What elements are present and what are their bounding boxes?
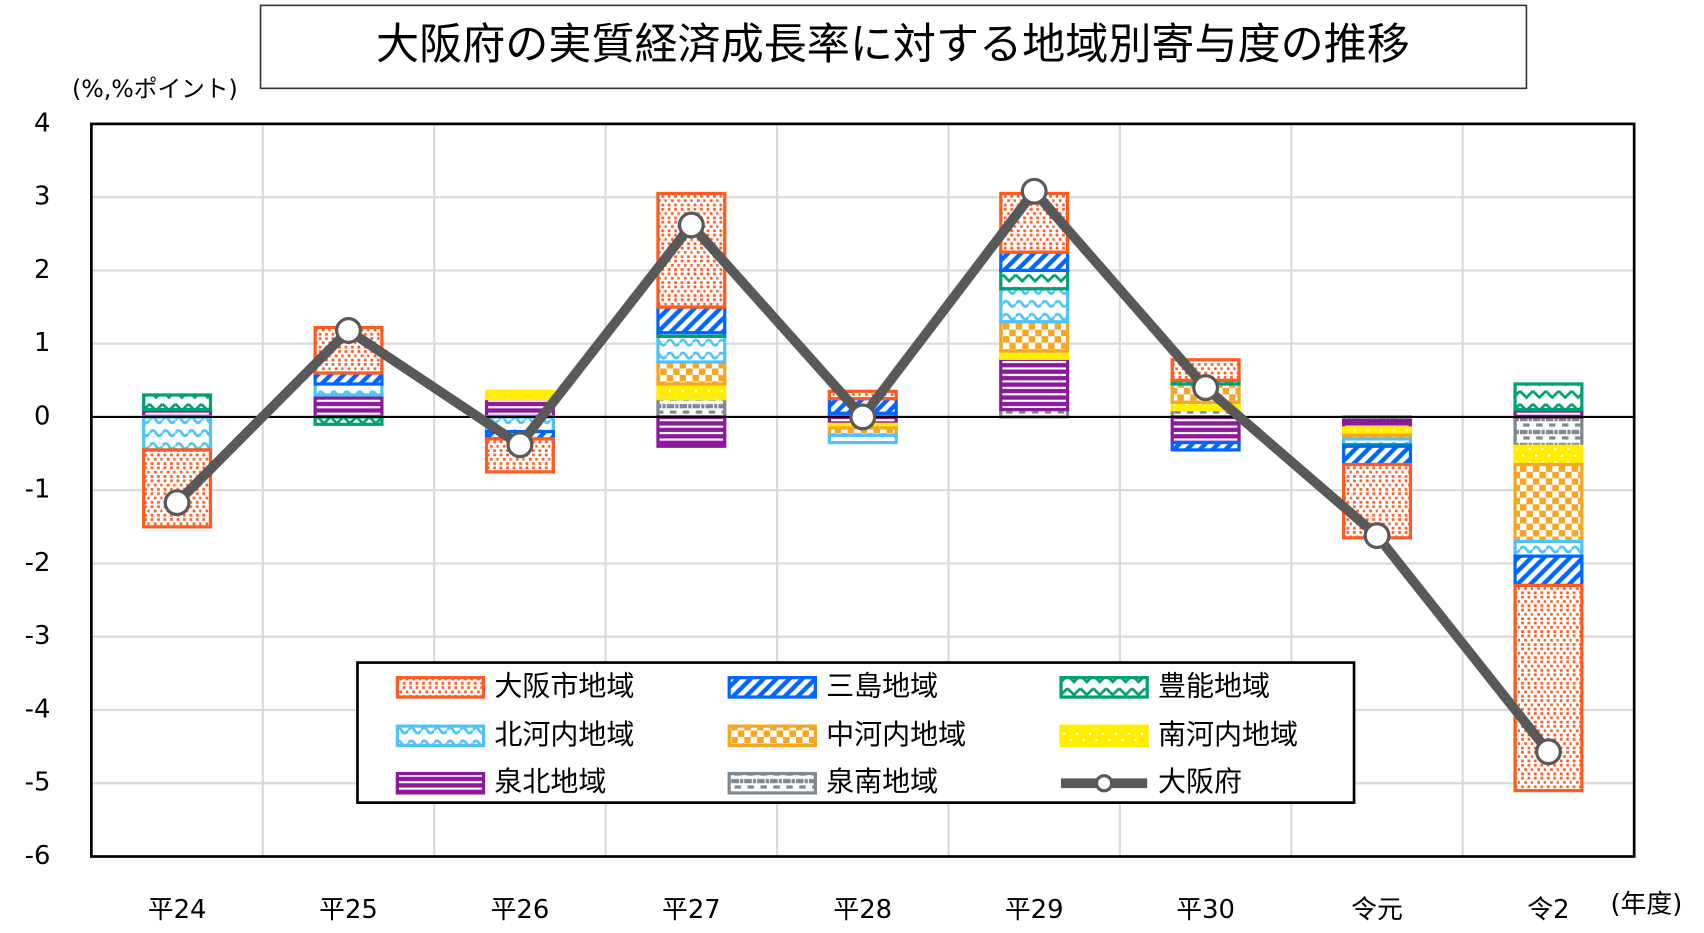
bar-segment bbox=[1170, 415, 1241, 445]
legend-swatch bbox=[395, 724, 486, 748]
y-tick-label: -3 bbox=[25, 621, 51, 651]
x-tick-label: 平24 bbox=[148, 895, 207, 925]
y-tick-label: -1 bbox=[25, 475, 51, 505]
legend-label: 大阪府 bbox=[1158, 765, 1242, 798]
bar-segment bbox=[142, 415, 213, 452]
legend-swatch bbox=[1059, 676, 1149, 699]
y-tick-label: -2 bbox=[25, 548, 51, 578]
x-tick-label: 平26 bbox=[491, 895, 550, 925]
line-marker bbox=[1363, 522, 1391, 550]
bar-segment bbox=[656, 334, 727, 364]
y-tick-label: 3 bbox=[34, 182, 50, 212]
legend-swatch bbox=[727, 676, 817, 699]
bar-segment bbox=[999, 250, 1070, 273]
x-tick-label: 平28 bbox=[833, 895, 892, 925]
plot-border bbox=[90, 122, 1636, 858]
line-marker bbox=[163, 489, 191, 517]
legend-label: 北河内地域 bbox=[494, 718, 634, 751]
legend-swatch bbox=[727, 771, 817, 795]
bar-segment bbox=[1513, 415, 1584, 448]
legend-swatch bbox=[727, 724, 817, 748]
bar-segment bbox=[1170, 440, 1241, 452]
bar-segment bbox=[656, 397, 727, 419]
bar-segment bbox=[1342, 444, 1413, 467]
x-tick-label: 平25 bbox=[319, 895, 378, 925]
bar-segment bbox=[999, 287, 1070, 324]
bar-segment bbox=[313, 382, 384, 397]
bar-segment bbox=[656, 305, 727, 335]
legend-swatch bbox=[395, 771, 486, 795]
bar-segment bbox=[827, 433, 898, 445]
bar-segment bbox=[484, 389, 555, 401]
bar-segment bbox=[999, 320, 1070, 353]
y-tick-label: -5 bbox=[25, 768, 51, 798]
legend-label: 泉南地域 bbox=[826, 765, 938, 798]
y-tick-label: 2 bbox=[34, 255, 50, 285]
bar-segment bbox=[1513, 462, 1584, 544]
x-tick-label: 平29 bbox=[1005, 895, 1064, 925]
legend-swatch bbox=[1059, 724, 1149, 748]
title-box bbox=[259, 4, 1528, 90]
bar-segment bbox=[656, 360, 727, 386]
bar-segment bbox=[1513, 382, 1584, 412]
y-tick-label: 0 bbox=[34, 401, 50, 431]
line-marker bbox=[335, 317, 362, 344]
line-marker bbox=[1534, 738, 1562, 766]
bar-segment bbox=[1513, 554, 1584, 588]
x-tick-label: 平27 bbox=[662, 895, 721, 925]
chart-title: 大阪府の実質経済成長率に対する地域別寄与度の推移 bbox=[376, 20, 1410, 70]
x-tick-label: 平30 bbox=[1176, 895, 1235, 925]
x-axis-label: (年度) bbox=[1610, 889, 1682, 919]
bar-segment bbox=[1513, 539, 1584, 558]
bar-segment bbox=[1513, 444, 1584, 467]
legend-marker bbox=[1094, 774, 1114, 793]
line-marker bbox=[677, 211, 705, 239]
bar-segment bbox=[999, 356, 1070, 412]
y-tick-label: 1 bbox=[34, 328, 50, 358]
y-tick-label: -6 bbox=[25, 841, 51, 871]
line-marker bbox=[1020, 177, 1048, 205]
x-tick-label: 令元 bbox=[1351, 895, 1403, 925]
legend-box bbox=[356, 661, 1356, 804]
bar-segment bbox=[656, 382, 727, 401]
legend-label: 三島地域 bbox=[826, 669, 938, 702]
x-tick-label: 令2 bbox=[1527, 895, 1569, 925]
line-marker bbox=[1192, 374, 1220, 402]
legend-label: 泉北地域 bbox=[494, 765, 606, 798]
legend-label: 豊能地域 bbox=[1158, 669, 1270, 702]
bar-segment bbox=[313, 371, 384, 386]
legend-label: 南河内地域 bbox=[1158, 718, 1298, 751]
line-marker bbox=[849, 403, 877, 431]
bar-segment bbox=[999, 268, 1070, 291]
line-marker bbox=[506, 431, 534, 459]
legend-label: 中河内地域 bbox=[826, 718, 966, 751]
y-axis-label: (%,%ポイント) bbox=[72, 75, 238, 103]
bar-segment bbox=[142, 393, 213, 412]
y-tick-label: -4 bbox=[25, 694, 51, 724]
y-tick-label: 4 bbox=[34, 108, 50, 138]
bar-segment bbox=[656, 415, 727, 448]
legend-swatch bbox=[395, 676, 486, 699]
bar-segment bbox=[313, 393, 384, 419]
legend-label: 大阪市地域 bbox=[494, 669, 634, 702]
bar-segment bbox=[827, 389, 898, 401]
bar-segment bbox=[313, 415, 384, 426]
